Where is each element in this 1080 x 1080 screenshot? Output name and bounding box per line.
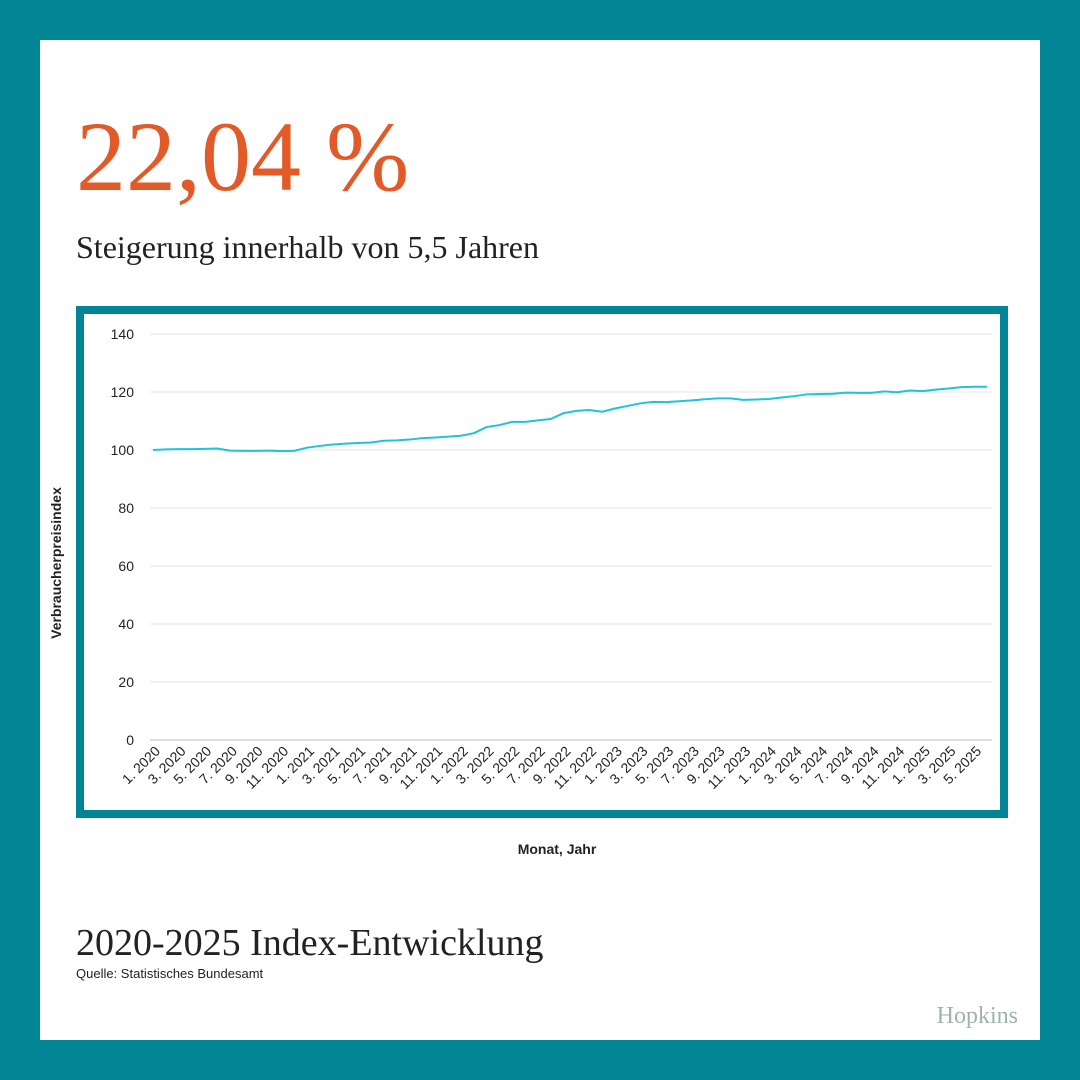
subheadline: Steigerung innerhalb von 5,5 Jahren: [76, 229, 539, 265]
source: Quelle: Statistisches Bundesamt: [76, 966, 264, 981]
y-tick-label: 0: [126, 732, 134, 748]
y-tick-label: 40: [118, 616, 134, 632]
y-tick-label: 120: [111, 384, 135, 400]
x-axis-title: Monat, Jahr: [518, 841, 597, 857]
y-tick-label: 140: [111, 326, 135, 342]
y-tick-label: 100: [111, 442, 135, 458]
y-tick-label: 20: [118, 674, 134, 690]
card-body: [40, 40, 1040, 1040]
chart-frame: [76, 306, 1008, 818]
y-tick-label: 80: [118, 500, 134, 516]
headline: 22,04 %: [76, 101, 409, 212]
brand-logo: Hopkins: [937, 1003, 1018, 1029]
data-line: [152, 385, 987, 453]
chart-title: 2020-2025 Index-Entwicklung: [76, 922, 544, 964]
y-tick-label: 60: [118, 558, 134, 574]
y-axis-title: Verbraucherpreisindex: [48, 487, 64, 639]
